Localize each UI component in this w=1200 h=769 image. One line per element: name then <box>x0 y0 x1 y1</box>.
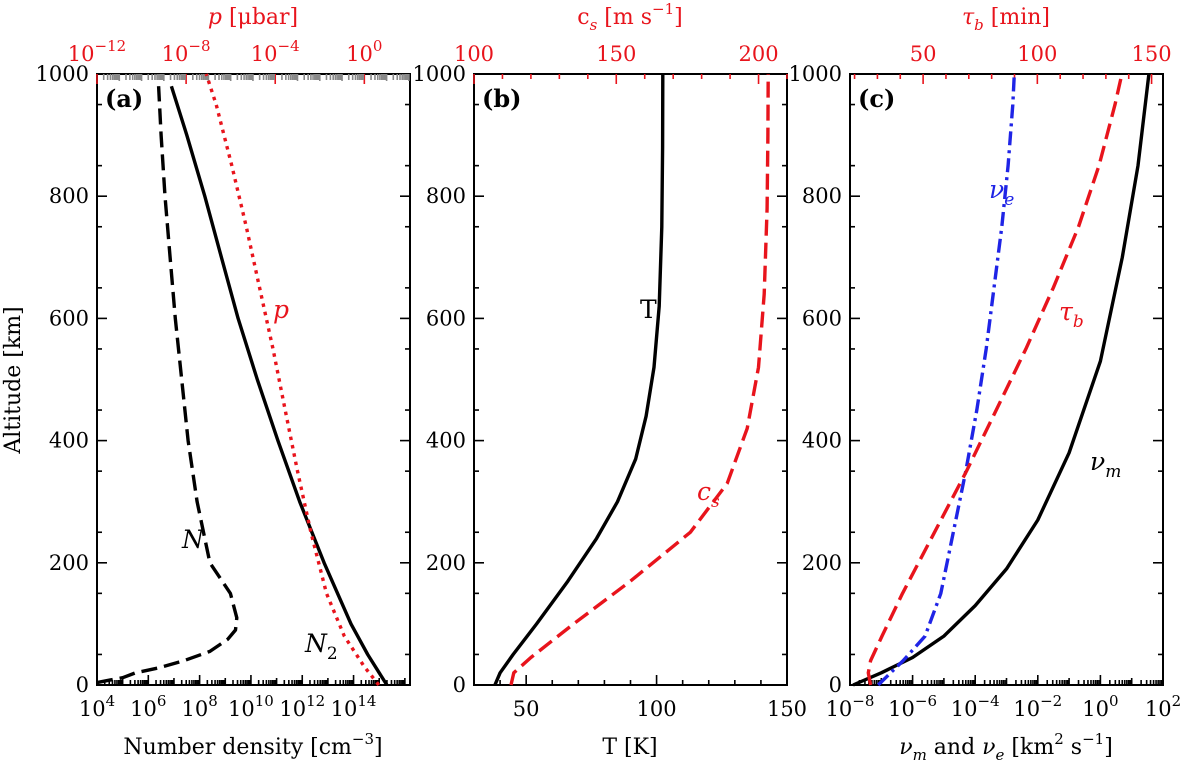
x-tick-label: 100 <box>1082 692 1118 721</box>
x-tick-label: 1014 <box>331 692 377 721</box>
top-tick-label: 10−4 <box>251 37 300 66</box>
plot-frame <box>473 73 788 686</box>
series-line--m <box>852 73 1151 687</box>
x-tick-label: 102 <box>1145 692 1181 721</box>
x-axis-label-b: T [K] <box>602 735 657 760</box>
y-tick-label: 0 <box>829 673 842 697</box>
x-tick-label: 10−6 <box>888 692 937 721</box>
y-tick-label: 600 <box>426 306 466 330</box>
annotation-t-2: T <box>640 295 657 324</box>
top-tick-label: 10−12 <box>68 37 126 66</box>
annotation-n-1: N <box>181 525 205 554</box>
y-tick-label: 400 <box>426 429 466 453</box>
annotation-p-1: p <box>273 295 289 324</box>
top-tick-label: 100 <box>454 42 494 66</box>
x-tick-label: 108 <box>181 692 217 721</box>
top-tick-label: 50 <box>910 42 937 66</box>
panel-2: 0 200 400 600 800 1000 50 100 150 100 150 200 (b) <box>413 42 808 721</box>
y-tick-label: 600 <box>802 306 842 330</box>
y-tick-label: 800 <box>426 184 466 208</box>
panel-1: 0 200 400 600 800 1000 104 106 108 1010 1012 1014 10… <box>36 37 411 721</box>
panel-label: (a) <box>105 84 143 113</box>
annotation-b-3: τb <box>1059 297 1084 332</box>
x-tick-label: 10−2 <box>1013 692 1062 721</box>
series-line-p <box>204 73 381 687</box>
x-tick-label: 104 <box>79 692 115 721</box>
x-tick-label: 50 <box>513 697 540 721</box>
top-axis-label-a: p [μbar] <box>208 5 298 30</box>
top-tick-label: 150 <box>1132 42 1172 66</box>
top-axis-label-c: τb [min] <box>962 5 1050 34</box>
annotation-m-3: νm <box>1090 447 1121 482</box>
x-tick-label: 10−4 <box>951 692 1000 721</box>
top-tick-label: 200 <box>738 42 778 66</box>
x-tick-label: 100 <box>637 697 677 721</box>
annotation-n2-1: N2 <box>304 629 338 664</box>
y-tick-label: 800 <box>49 184 89 208</box>
x-tick-label: 10−8 <box>826 692 875 721</box>
y-tick-label: 200 <box>426 551 466 575</box>
y-tick-label: 400 <box>802 429 842 453</box>
series-line--b <box>866 73 1124 686</box>
y-tick-label: 200 <box>49 551 89 575</box>
x-tick-label: 1010 <box>228 692 274 721</box>
top-tick-label: 10−8 <box>162 37 211 66</box>
panel-3: 0 200 400 600 800 1000 10−8 10−6 10−4 10−2 100 102 5… <box>789 42 1182 721</box>
y-tick-label: 0 <box>76 673 89 697</box>
series-line--e <box>877 73 1016 687</box>
top-tick-label: 100 <box>1017 42 1057 66</box>
x-axis-label-c: νm and νe [km2 s−1] <box>899 730 1113 764</box>
series-line-t <box>493 73 665 686</box>
annotation-e-3: νe <box>989 175 1014 210</box>
x-axis-label-a: Number density [cm−3] <box>123 730 382 760</box>
panel-label: (c) <box>858 84 895 113</box>
x-tick-label: 1012 <box>279 692 325 721</box>
plot-frame <box>96 73 411 686</box>
y-tick-label: 800 <box>802 184 842 208</box>
y-tick-label: 1000 <box>36 62 89 86</box>
top-axis-label-b: cs [m s−1] <box>577 0 682 34</box>
y-tick-label: 1000 <box>789 62 842 86</box>
y-tick-label: 0 <box>453 673 466 697</box>
series-line-c-s <box>509 73 770 686</box>
x-tick-label: 150 <box>767 697 807 721</box>
y-tick-label: 600 <box>49 306 89 330</box>
series-line-n <box>96 86 239 685</box>
x-tick-label: 106 <box>130 692 166 721</box>
y-tick-label: 1000 <box>413 62 466 86</box>
panel-label: (b) <box>482 84 522 113</box>
top-tick-label: 150 <box>596 42 636 66</box>
y-axis-label: Altitude [km] <box>1 306 26 454</box>
series-line-n-2 <box>169 85 389 686</box>
top-tick-label: 100 <box>346 37 382 66</box>
annotation-cs-2: cs <box>697 477 720 512</box>
y-tick-label: 400 <box>49 429 89 453</box>
y-tick-label: 200 <box>802 551 842 575</box>
